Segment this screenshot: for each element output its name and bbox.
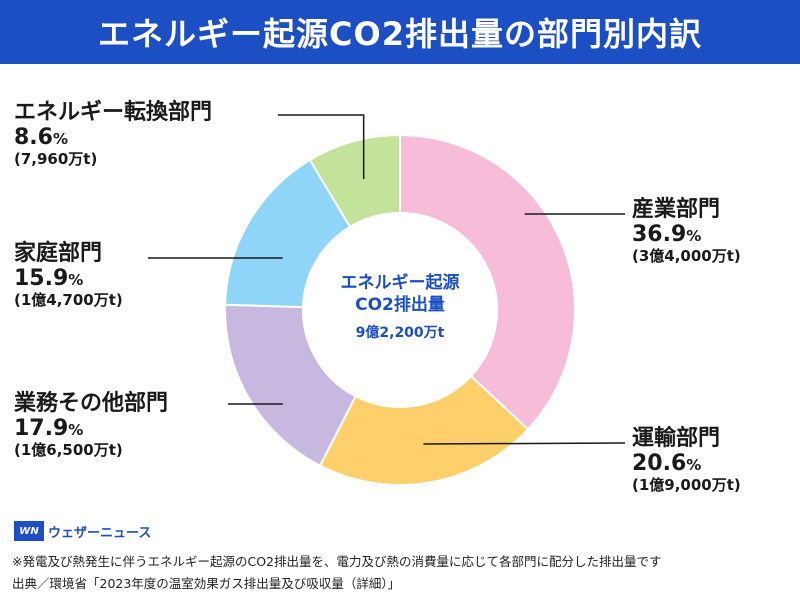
slice-unit: % bbox=[686, 456, 702, 475]
donut-center-label: エネルギー起源 CO2排出量 9億2,200万t bbox=[300, 272, 500, 344]
brand-name: ウェザーニュース bbox=[48, 525, 152, 541]
slice-name: 家庭部門 bbox=[14, 241, 103, 266]
slice-name: エネルギー転換部門 bbox=[14, 100, 213, 125]
slice-value: 8.6 bbox=[14, 125, 53, 151]
slice-unit: % bbox=[52, 130, 69, 149]
center-line-2: CO2排出量 bbox=[355, 295, 445, 315]
source-note: 出典／環境省「2023年度の温室効果ガス排出量及び吸収量（詳細）」 bbox=[12, 576, 401, 591]
center-total: 9億2,200万t bbox=[355, 325, 445, 341]
slice-unit: % bbox=[68, 271, 84, 290]
slice-label-energy-conversion: エネルギー転換部門 8.6% (7,960万t) bbox=[14, 100, 212, 168]
slice-amount: (1億6,500万t) bbox=[14, 440, 123, 459]
donut-chart bbox=[148, 114, 626, 486]
donut-slice bbox=[318, 374, 530, 486]
slice-amount: (7,960万t) bbox=[14, 149, 98, 168]
leader-line bbox=[423, 442, 626, 445]
brand: WN ウェザーニュース bbox=[14, 521, 151, 541]
slice-value: 20.6 bbox=[632, 451, 687, 477]
slice-name: 業務その他部門 bbox=[14, 391, 169, 416]
slice-label-transport: 運輸部門 20.6% (1億9,000万t) bbox=[632, 426, 741, 494]
donut-slice bbox=[308, 133, 401, 229]
page-title: エネルギー起源CO2排出量の部門別内訳 bbox=[0, 0, 800, 64]
slice-label-commercial: 業務その他部門 17.9% (1億6,500万t) bbox=[14, 391, 168, 459]
weathernews-logo-icon: WN bbox=[14, 521, 44, 541]
slice-label-household: 家庭部門 15.9% (1億4,700万t) bbox=[14, 241, 123, 309]
slice-name: 産業部門 bbox=[632, 197, 721, 222]
footnote: ※発電及び熱発生に伴うエネルギー起源のCO2排出量を、電力及び熱の消費量に応じて… bbox=[12, 554, 662, 569]
slice-amount: (1億9,000万t) bbox=[632, 475, 741, 494]
slice-amount: (3億4,000万t) bbox=[632, 246, 741, 265]
slice-name: 運輸部門 bbox=[632, 426, 721, 451]
slice-value: 36.9 bbox=[632, 222, 687, 248]
slice-amount: (1億4,700万t) bbox=[14, 290, 123, 309]
slice-value: 17.9 bbox=[14, 416, 69, 442]
leader-line bbox=[278, 114, 365, 179]
slice-label-industry: 産業部門 36.9% (3億4,000万t) bbox=[632, 197, 741, 265]
slice-unit: % bbox=[68, 421, 84, 440]
slice-unit: % bbox=[686, 227, 702, 246]
donut-slice bbox=[399, 133, 576, 431]
center-line-1: エネルギー起源 bbox=[340, 273, 460, 293]
slice-value: 15.9 bbox=[14, 266, 69, 292]
